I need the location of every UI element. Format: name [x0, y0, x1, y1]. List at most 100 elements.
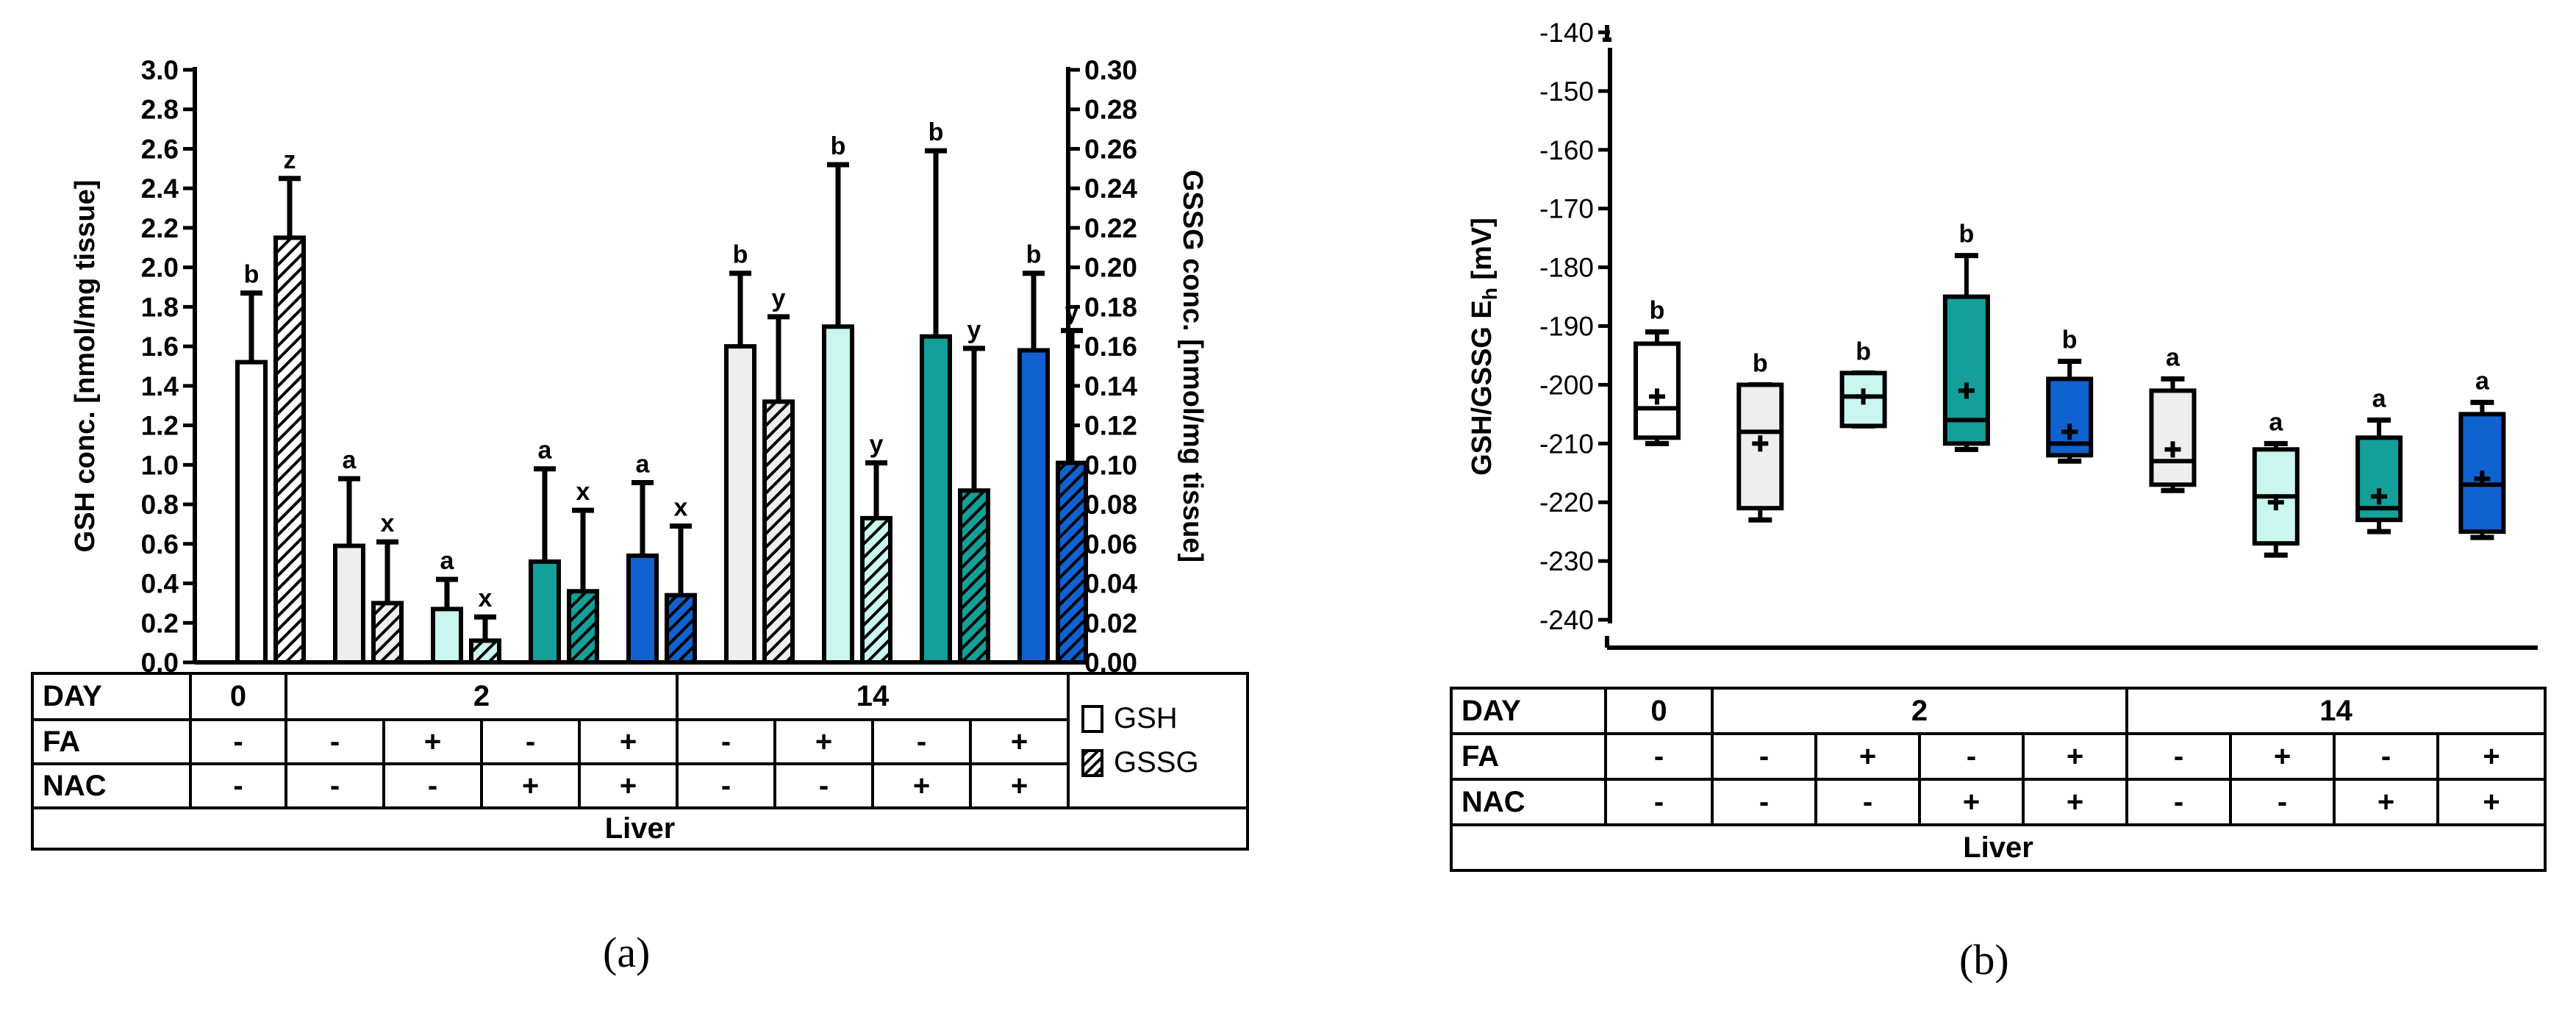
fa-header: FA [31, 718, 192, 765]
y-tick-label: -180 [1539, 253, 1594, 283]
y-right-tick-label: 0.04 [1084, 569, 1137, 599]
sig-label: b [1753, 349, 1768, 377]
gsh-bar [431, 606, 463, 665]
y-right-axis-label: GSSG conc. [nmol/mg tissue] [1177, 170, 1208, 562]
y-right-tick-label: 0.14 [1084, 371, 1137, 401]
nac-cell: + [2436, 778, 2547, 826]
y-right-tick-label: 0.22 [1084, 213, 1137, 243]
gsh-sig-label: b [733, 241, 748, 269]
gsh-bar [1017, 348, 1050, 665]
nac-cell: + [1918, 778, 2025, 826]
fa-cell: + [578, 718, 679, 765]
gsh-bar [235, 359, 268, 665]
day-2-cell: 2 [285, 672, 679, 721]
y-left-tick-label: 0.6 [141, 529, 179, 559]
y-right-tick-label: 0.30 [1084, 55, 1137, 85]
sig-label: a [2166, 343, 2180, 371]
gsh-sig-label: b [831, 132, 846, 160]
day-2-cell: 2 [1711, 687, 2128, 735]
nac-header: NAC [1450, 778, 1607, 826]
y-right-tick-label: 0.08 [1084, 490, 1137, 520]
gssg-sig-label: y [1065, 298, 1079, 326]
y-tick-label: -140 [1539, 18, 1594, 48]
sig-label: a [2372, 384, 2387, 412]
fa-cell: - [480, 718, 581, 765]
nac-cell: - [285, 762, 385, 809]
sig-label: b [1959, 221, 1975, 248]
fa-cell: - [285, 718, 385, 765]
y-left-tick-label: 1.0 [141, 450, 179, 480]
gssg-sig-label: y [967, 316, 981, 344]
y-left-tick-label: 2.8 [141, 95, 179, 125]
gsh-bar [333, 543, 365, 665]
gssg-sig-label: y [870, 431, 884, 459]
tissue-cell: Liver [31, 806, 1249, 851]
fa-cell: - [1711, 732, 1817, 781]
y-left-tick-label: 1.2 [141, 411, 179, 441]
nac-cell: - [2229, 778, 2336, 826]
gsh-swatch [1081, 704, 1103, 733]
y-left-tick-label: 3.0 [141, 55, 179, 85]
fa-cell: - [871, 718, 972, 765]
caption-a: (a) [603, 928, 651, 976]
y-right-tick-label: 0.02 [1084, 608, 1137, 638]
nac-cell: + [2333, 778, 2439, 826]
nac-cell: + [871, 762, 972, 809]
y-tick-label: -220 [1539, 487, 1594, 518]
gsh-sig-label: a [538, 437, 553, 465]
sig-label: a [2475, 367, 2490, 395]
y-left-tick-label: 2.6 [141, 134, 179, 164]
fa-cell: - [2125, 732, 2232, 781]
sig-label: b [1650, 297, 1665, 325]
nac-cell: - [189, 762, 287, 809]
gssg-bar [1056, 460, 1088, 665]
fa-cell: - [2333, 732, 2439, 781]
fa-cell: + [2022, 732, 2128, 781]
nac-cell: + [480, 762, 581, 809]
gsh-bar [724, 344, 756, 665]
gssg-bar [371, 601, 404, 665]
day-14-cell: 14 [676, 672, 1070, 721]
y-right-tick-label: 0.28 [1084, 95, 1137, 125]
y-left-tick-label: 2.2 [141, 213, 179, 243]
fa-header: FA [1450, 732, 1607, 781]
y-left-tick-label: 2.4 [141, 173, 179, 204]
y-right-tick-label: 0.20 [1084, 253, 1137, 283]
y-right-tick-label: 0.10 [1084, 450, 1137, 480]
table-a: DAY 0 2 14 GSH GSSG FA - - + - + - + - +… [31, 672, 1249, 851]
day-0-cell: 0 [1604, 687, 1714, 735]
fa-cell: + [1814, 732, 1921, 781]
gssg-bar [469, 638, 501, 665]
legend-item-gssg: GSSG [1071, 741, 1245, 785]
y-left-axis-label: GSH conc. [nmol/mg tissue] [70, 180, 101, 553]
y-tick-label: -240 [1539, 605, 1594, 635]
gssg-sig-label: y [772, 285, 786, 312]
box [1736, 382, 1784, 511]
fa-cell: + [2229, 732, 2336, 781]
gssg-sig-label: x [381, 509, 395, 537]
gsh-sig-label: a [343, 446, 357, 474]
gsh-bar [626, 553, 659, 665]
y-tick-label: -190 [1539, 312, 1594, 342]
day-0-cell: 0 [189, 672, 287, 721]
gsh-sig-label: b [929, 118, 944, 146]
fa-cell: + [773, 718, 874, 765]
gsh-sig-label: a [440, 547, 455, 575]
fa-cell: - [1604, 732, 1714, 781]
gssg-bar [762, 399, 795, 665]
y-left-tick-label: 1.8 [141, 292, 179, 322]
sig-label: a [2269, 408, 2283, 436]
nac-cell: - [676, 762, 776, 809]
tissue-cell: Liver [1450, 823, 2547, 872]
y-left-tick-label: 0.2 [141, 608, 179, 638]
gssg-bar [665, 593, 697, 665]
y-axis-label: GSH/GSSG Eh [mV] [1467, 218, 1501, 476]
y-tick-label: -210 [1539, 429, 1594, 459]
gsh-bar [529, 559, 561, 665]
nac-cell: - [382, 762, 483, 809]
y-right-tick-label: 0.24 [1084, 173, 1137, 204]
fa-cell: + [2436, 732, 2547, 781]
gssg-bar [567, 589, 599, 665]
